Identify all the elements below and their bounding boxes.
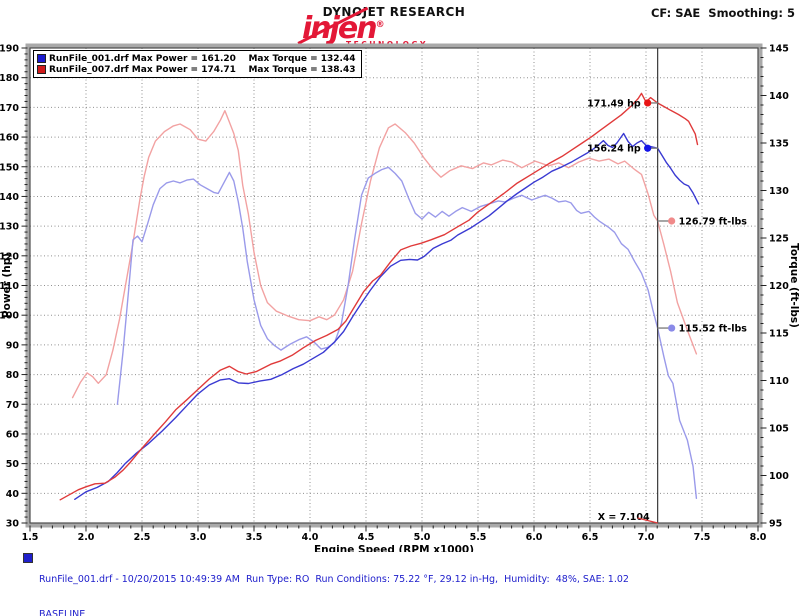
y-left-tick-label: 30 <box>6 519 20 530</box>
y-right-tick-label: 145 <box>769 44 789 55</box>
gridlines <box>30 48 758 523</box>
x-axis-tick-label: 2.0 <box>78 532 95 543</box>
y-left-tick-label: 130 <box>0 222 19 233</box>
y-left-tick-label: 140 <box>0 192 19 203</box>
y-left-tick-label: 160 <box>0 133 19 144</box>
x-axis-tick-label: 1.5 <box>22 532 39 543</box>
x-axis-tick-label: 5.0 <box>414 532 431 543</box>
legend-row-evo2000: RunFile_007.drf Max Power = 174.71 Max T… <box>37 64 356 75</box>
legend-text-baseline: RunFile_001.drf Max Power = 161.20 Max T… <box>49 53 356 64</box>
registered-mark-icon: ® <box>375 20 385 30</box>
cursor-x-label: X = 7.104 <box>598 512 650 523</box>
legend-text-evo2000: RunFile_007.drf Max Power = 174.71 Max T… <box>49 64 356 75</box>
y-right-tick-label: 100 <box>769 471 789 482</box>
y-left-tick-label: 80 <box>6 370 20 381</box>
y-left-tick-label: 110 <box>0 281 19 292</box>
x-axis-title: Engine Speed (RPM x1000) <box>314 544 474 552</box>
x-axis-tick-label: 5.5 <box>470 532 487 543</box>
y-left-tick-label: 60 <box>6 429 20 440</box>
y-right-tick-label: 115 <box>769 329 789 340</box>
y-right-tick-label: 95 <box>769 519 782 530</box>
curve-power-evo2000 <box>59 92 699 501</box>
y-right-tick-label: 130 <box>769 186 789 197</box>
cursor-pointer-line <box>637 517 658 524</box>
run1-name: BASELINE <box>39 608 86 616</box>
y-left-tick-label: 120 <box>0 251 19 262</box>
y-right-tick-label: 140 <box>769 91 789 102</box>
y-right-tick-label: 105 <box>769 424 789 435</box>
curve-power-baseline <box>74 132 700 500</box>
annotation-dot <box>644 144 652 152</box>
x-axis-tick-label: 4.5 <box>358 532 375 543</box>
x-axis-tick-label: 6.5 <box>582 532 599 543</box>
y-left-tick-label: 180 <box>0 73 19 84</box>
y-left-tick-label: 90 <box>6 340 20 351</box>
y-left-tick-label: 70 <box>6 400 20 411</box>
annotation-dot <box>644 99 652 107</box>
annotation-label: 156.24 hp <box>587 144 641 155</box>
x-axis-tick-label: 6.0 <box>526 532 543 543</box>
y-right-tick-label: 125 <box>769 234 789 245</box>
dyno-plot[interactable]: 1.5 2.0 2.5 3.0 3.5 4.0 4.5 5.0 5.5 6.0 6.5 7.0 7.5 8… <box>0 0 800 552</box>
y-left-axis-title: Power (hp) <box>1 253 13 318</box>
x-axis-tick-label: 3.0 <box>190 532 207 543</box>
y-right-axis-title: Torque (ft-lbs) <box>788 243 800 328</box>
correction-smoothing-label: CF: SAE Smoothing: 5 <box>650 6 795 20</box>
x-axis-tick-label: 7.0 <box>638 532 655 543</box>
legend-marker-evo2000-icon <box>37 65 46 74</box>
y-left-tick-label: 150 <box>0 162 19 173</box>
y-right-tick-label: 120 <box>769 281 789 292</box>
run1-conditions: RunFile_001.drf - 10/20/2015 10:49:39 AM… <box>39 574 629 585</box>
plot-frame <box>29 47 759 524</box>
annotation-label: 126.79 ft-lbs <box>679 216 748 227</box>
y-left-tick-label: 40 <box>6 489 20 500</box>
page-title: DYNOJET RESEARCH <box>322 5 466 19</box>
run-info-baseline: RunFile_001.drf - 10/20/2015 10:49:39 AM… <box>23 551 793 616</box>
y-left-tick-label: 190 <box>0 44 19 55</box>
legend-marker-baseline-icon <box>37 54 46 63</box>
y-left-tick-label: 50 <box>6 459 20 470</box>
x-axis-tick-label: 2.5 <box>134 532 151 543</box>
curve-torque-baseline <box>116 166 698 499</box>
run-marker-baseline-icon <box>23 553 33 563</box>
legend-row-baseline: RunFile_001.drf Max Power = 161.20 Max T… <box>37 53 356 64</box>
x-axis-tick-label: 8.0 <box>750 532 767 543</box>
axis-labels: 1.5 2.0 2.5 3.0 3.5 4.0 4.5 5.0 5.5 6.0 6.5 7.0 7.5 8… <box>0 44 789 544</box>
annotation-label: 171.49 hp <box>587 98 641 109</box>
series-group <box>59 92 700 501</box>
injen-logo-word: injen® <box>302 11 385 46</box>
run-info-footer: RunFile_001.drf - 10/20/2015 10:49:39 AM… <box>23 551 793 616</box>
annotation-dot <box>668 217 676 225</box>
y-right-tick-label: 110 <box>769 376 789 387</box>
x-axis-tick-label: 3.5 <box>246 532 263 543</box>
axis-ticks <box>21 47 767 532</box>
legend-box: RunFile_001.drf Max Power = 161.20 Max T… <box>33 50 362 78</box>
annotation-dot <box>668 324 676 332</box>
annotation-label: 115.52 ft-lbs <box>679 324 748 335</box>
x-axis-tick-label: 4.0 <box>302 532 319 543</box>
x-axis-tick-label: 7.5 <box>694 532 711 543</box>
y-right-tick-label: 135 <box>769 139 789 150</box>
y-left-tick-label: 100 <box>0 311 19 322</box>
y-left-tick-label: 170 <box>0 103 19 114</box>
